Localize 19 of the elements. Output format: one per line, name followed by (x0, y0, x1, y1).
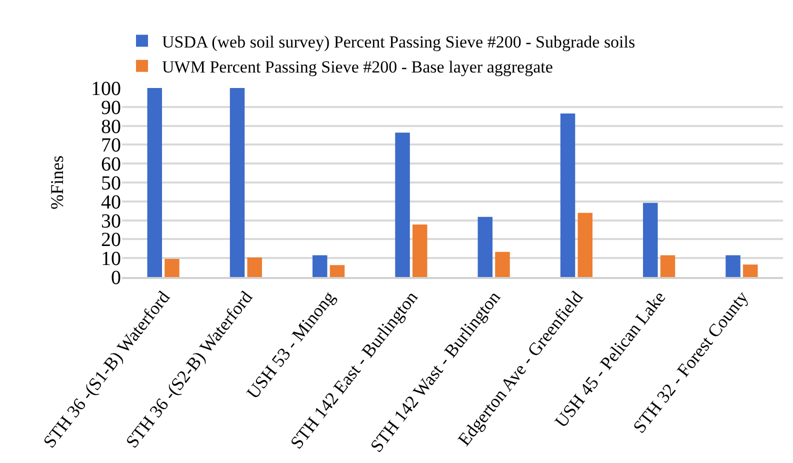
bar (164, 258, 180, 277)
legend-label: USDA (web soil survey) Percent Passing Sieve #200 - Subgrade soils (162, 32, 636, 52)
bar (660, 255, 676, 277)
bar (742, 264, 758, 277)
y-axis-title: %Fines (47, 156, 68, 210)
bar (478, 216, 493, 277)
bar (495, 252, 510, 277)
bar (312, 255, 328, 277)
bar (643, 202, 658, 277)
bar (560, 114, 576, 277)
bar (147, 88, 162, 277)
bar (330, 265, 345, 277)
bar (395, 132, 410, 277)
bar (726, 255, 740, 277)
legend-label: UWM Percent Passing Sieve #200 - Base layer aggregate (162, 58, 553, 76)
bar (412, 224, 428, 277)
bar (247, 258, 262, 277)
bar (230, 88, 245, 277)
bar (578, 212, 592, 277)
